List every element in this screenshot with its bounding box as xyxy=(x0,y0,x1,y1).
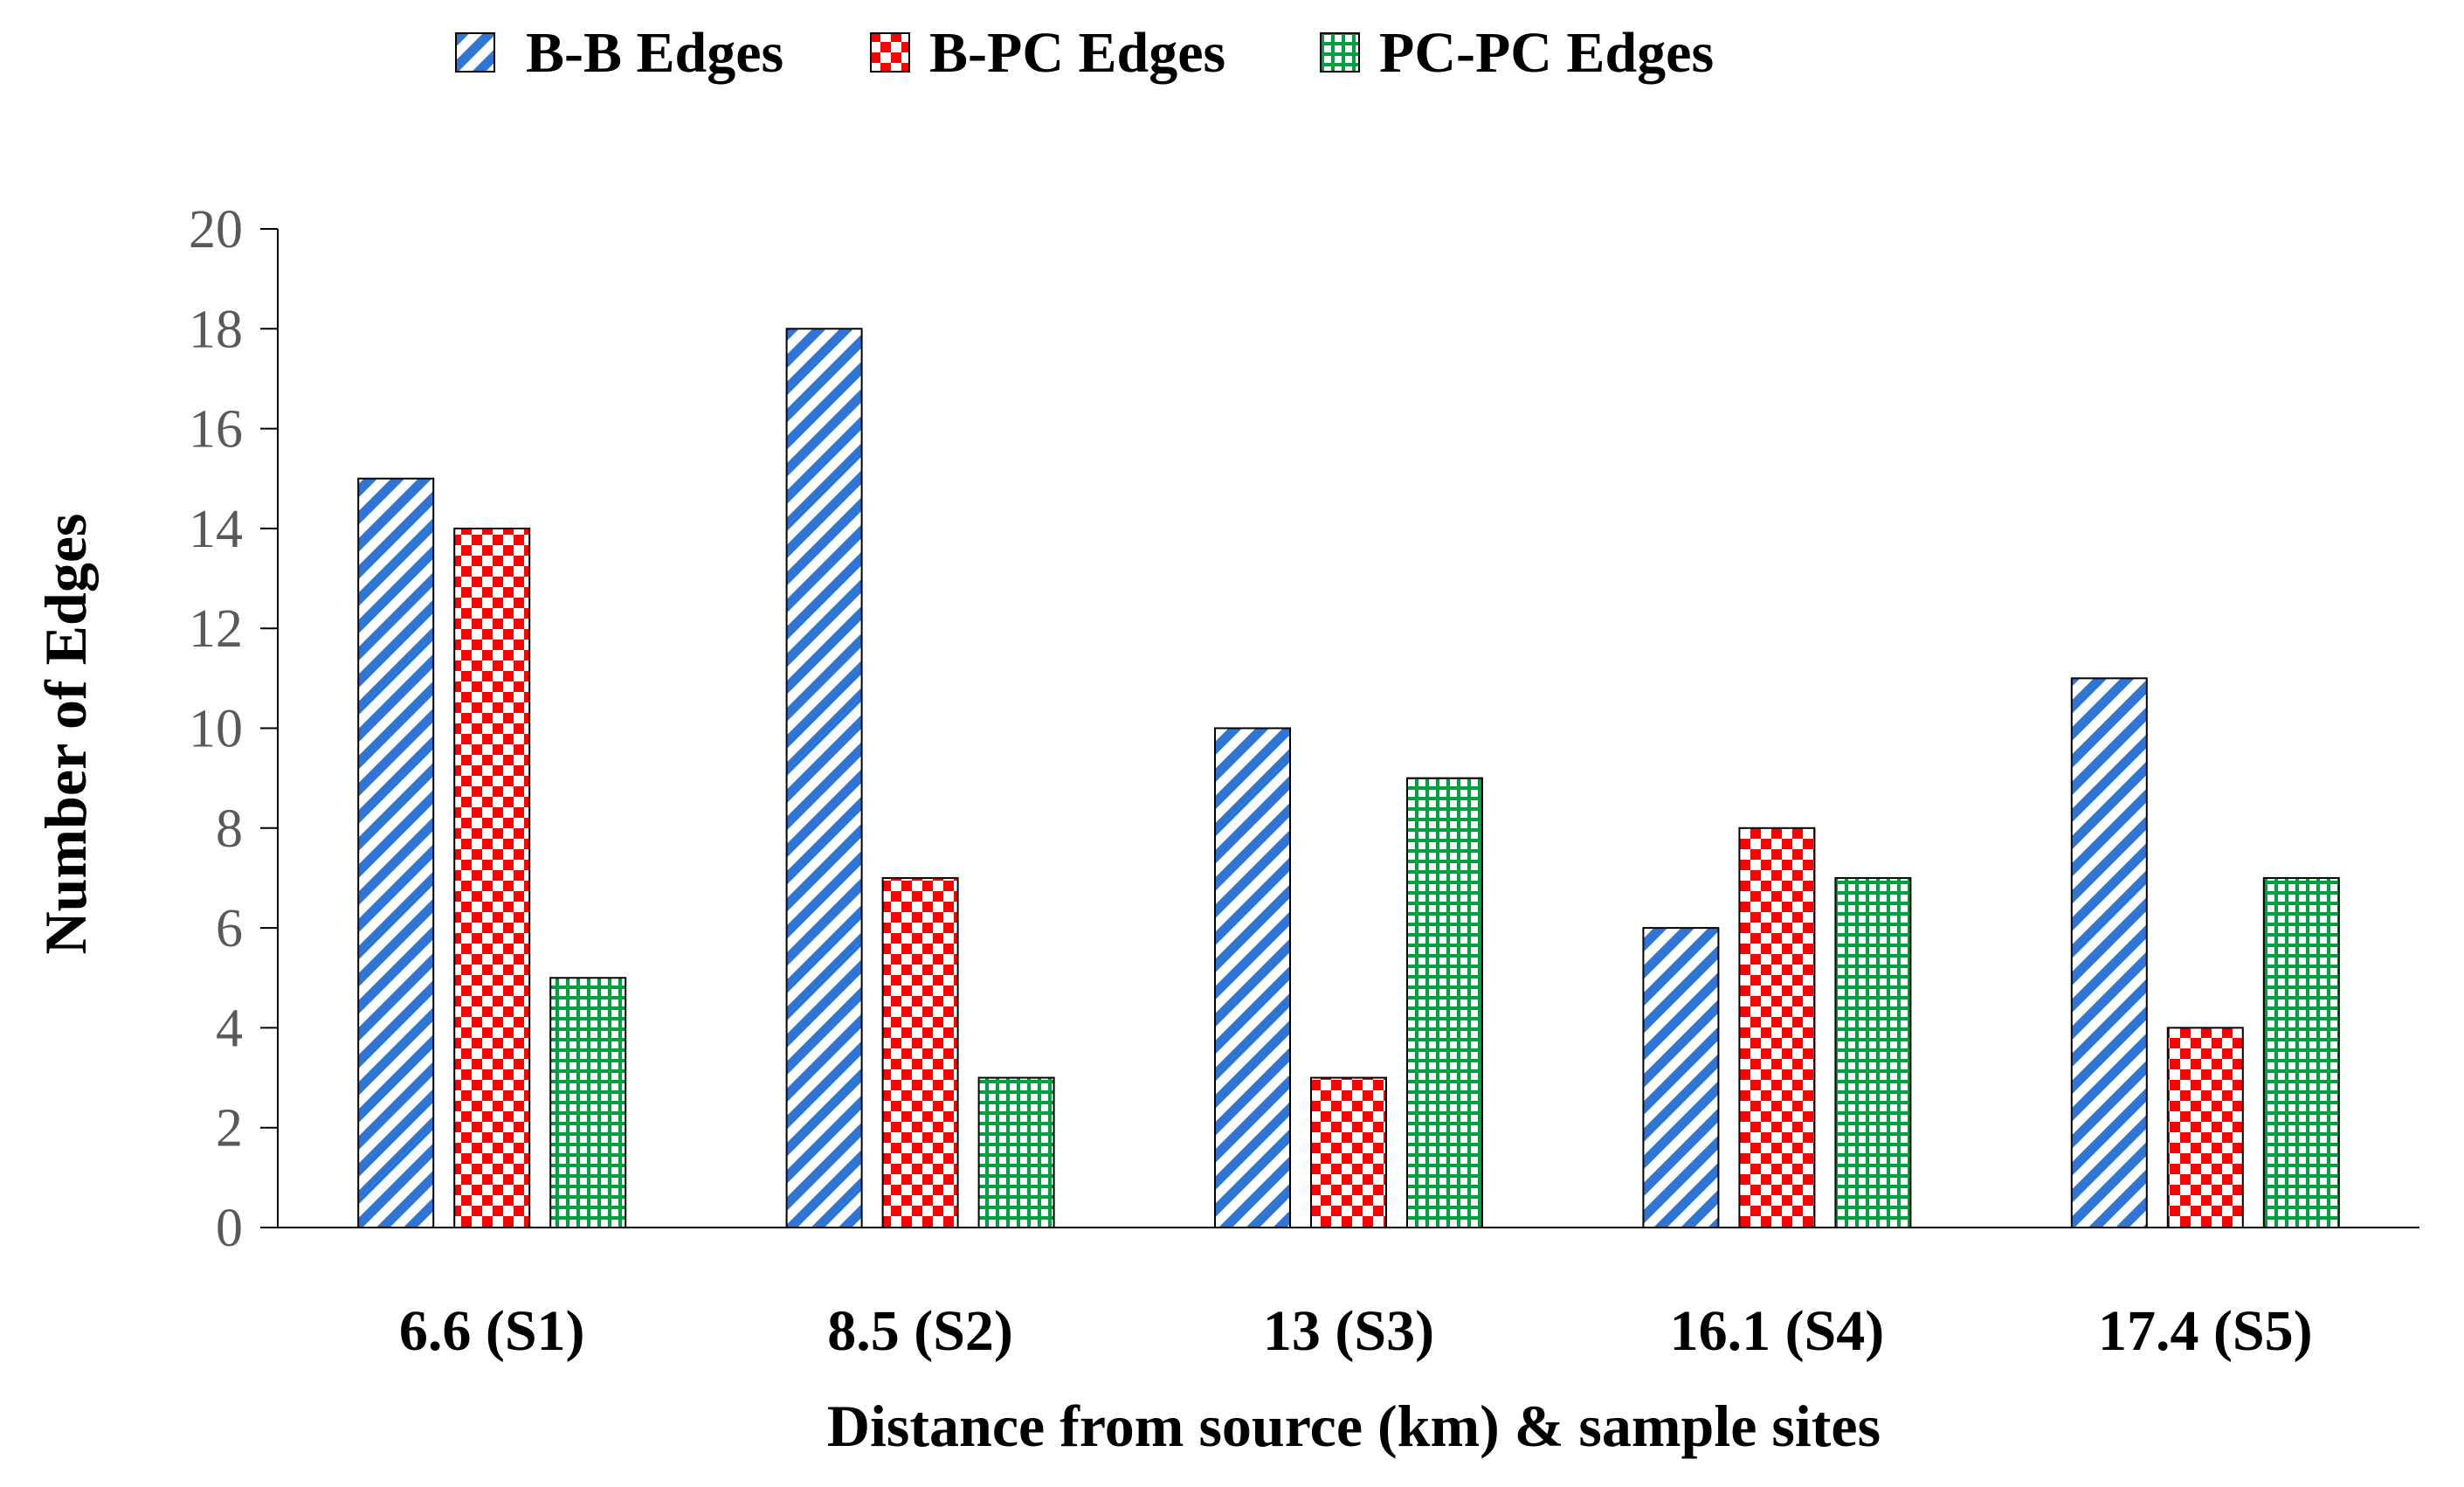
legend-label: PC-PC Edges xyxy=(1379,21,1714,85)
y-tick-label: 18 xyxy=(189,300,243,359)
x-tick-label: 16.1 (S4) xyxy=(1670,1299,1885,1363)
y-tick-label: 6 xyxy=(216,899,243,958)
bar-b-b-edges-1 xyxy=(357,477,435,1228)
x-axis-title: Distance from source (km) & sample sites xyxy=(827,1393,1881,1459)
y-tick-label: 4 xyxy=(216,999,243,1058)
bars xyxy=(357,328,2340,1229)
y-tick-label: 10 xyxy=(189,700,243,759)
bar-b-b-edges-5 xyxy=(2070,677,2148,1228)
x-tick-label: 13 (S3) xyxy=(1263,1299,1434,1363)
bar-pc-pc-edges-4 xyxy=(1834,876,1912,1228)
y-tick-label: 2 xyxy=(216,1099,243,1158)
bar-pc-pc-edges-3 xyxy=(1406,777,1483,1228)
x-tick-label: 17.4 (S5) xyxy=(2098,1299,2313,1363)
bar-b-pc-edges-5 xyxy=(2166,1027,2244,1229)
legend-swatch-b-pc-edges xyxy=(870,32,910,73)
bar-pc-pc-edges-1 xyxy=(549,977,627,1228)
y-tick-label: 20 xyxy=(189,200,243,259)
y-tick-label: 12 xyxy=(189,599,243,659)
legend-label: B-B Edges xyxy=(526,21,783,85)
x-axis: 6.6 (S1) 8.5 (S2) 13 (S3) 16.1 (S4) 17.4 (S5… xyxy=(278,1227,2419,1363)
x-tick-label: 6.6 (S1) xyxy=(399,1299,585,1363)
bar-b-pc-edges-1 xyxy=(453,527,531,1228)
x-tick-label: 8.5 (S2) xyxy=(827,1299,1013,1363)
bar-b-pc-edges-2 xyxy=(881,876,959,1228)
bar-pc-pc-edges-2 xyxy=(977,1076,1055,1229)
y-tick-label: 14 xyxy=(189,500,243,559)
bar-b-pc-edges-4 xyxy=(1738,826,1816,1228)
y-tick-label: 16 xyxy=(189,400,243,460)
bar-pc-pc-edges-5 xyxy=(2262,876,2340,1228)
y-axis-title: Number of Edges xyxy=(32,514,99,955)
bar-b-b-edges-2 xyxy=(785,328,863,1228)
y-axis: 0 2 4 6 8 10 12 14 16 18 20 xyxy=(189,200,279,1258)
y-tick-label: 8 xyxy=(216,799,243,859)
legend-swatch-b-b-edges xyxy=(455,32,495,73)
legend: B-B Edges B-PC Edges PC-PC Edges xyxy=(455,21,1714,85)
y-tick-label: 0 xyxy=(216,1199,243,1258)
bar-b-pc-edges-3 xyxy=(1310,1076,1387,1229)
bar-b-b-edges-4 xyxy=(1642,927,1720,1228)
legend-swatch-pc-pc-edges xyxy=(1320,32,1360,73)
legend-label: B-PC Edges xyxy=(929,21,1225,85)
bar-b-b-edges-3 xyxy=(1214,727,1291,1228)
